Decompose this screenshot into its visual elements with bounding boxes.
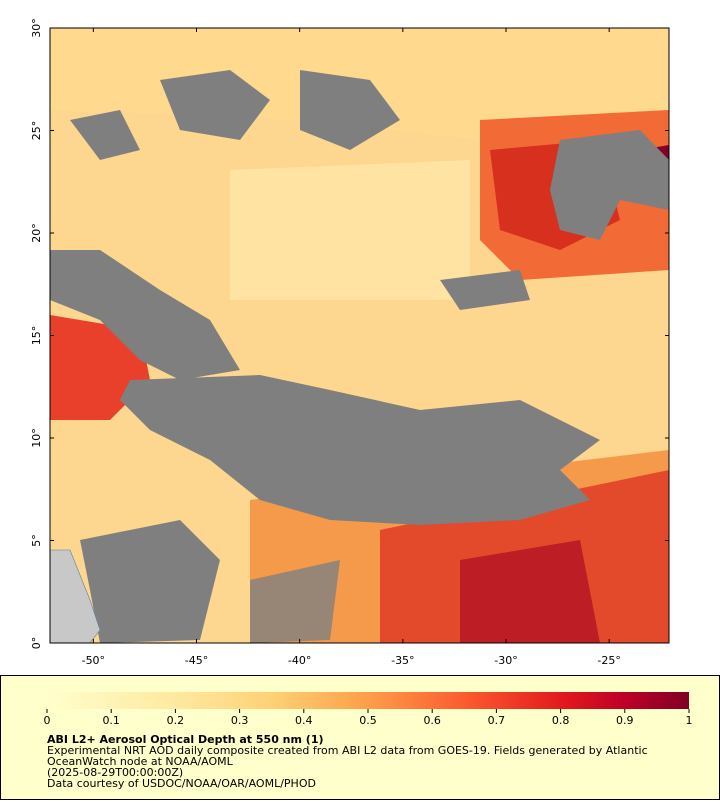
land bbox=[50, 549, 101, 643]
colorbar-tick-label: 1 bbox=[686, 714, 693, 727]
no-data bbox=[80, 520, 220, 643]
caption-line: (2025-08-29T00:00:00Z) bbox=[47, 766, 183, 779]
x-tick-label: -30° bbox=[494, 654, 517, 667]
y-tick-label: 25° bbox=[30, 121, 43, 141]
no-data bbox=[120, 375, 600, 525]
map-axes: -50° -45° -40° -35° -30° -25° 0° 5° 10° 15° 20° 25°… bbox=[30, 18, 669, 667]
y-tick-label: 10° bbox=[30, 428, 43, 448]
x-tick-label: -40° bbox=[288, 654, 311, 667]
y-tick-label: 20° bbox=[30, 223, 43, 243]
colorbar-tick-label: 0.3 bbox=[231, 714, 249, 727]
no-data bbox=[250, 560, 340, 643]
y-tick-label: 0° bbox=[30, 637, 43, 650]
y-tick-label: 5° bbox=[30, 534, 43, 547]
x-tick-label: -45° bbox=[185, 654, 208, 667]
colorbar-axis: 0 0.1 0.2 0.3 0.4 0.5 0.6 0.7 0.8 0.9 1 bbox=[44, 709, 693, 727]
caption-line: OceanWatch node at NOAA/AOML bbox=[47, 755, 234, 768]
no-data bbox=[160, 70, 270, 140]
colorbar-tick-label: 0.8 bbox=[552, 714, 570, 727]
map-image bbox=[50, 28, 669, 643]
colorbar-tick-label: 0.2 bbox=[167, 714, 185, 727]
colorbar-tick-label: 0.4 bbox=[295, 714, 313, 727]
no-data bbox=[50, 250, 240, 380]
colorbar bbox=[47, 692, 689, 709]
caption-line: Experimental NRT AOD daily composite cre… bbox=[47, 744, 648, 757]
no-data bbox=[70, 110, 140, 160]
aod-field bbox=[230, 160, 470, 300]
no-data bbox=[300, 70, 400, 150]
high-aod bbox=[460, 540, 600, 643]
y-tick-label: 30° bbox=[30, 18, 43, 38]
caption-line: Data courtesy of USDOC/NOAA/OAR/AOML/PHO… bbox=[47, 777, 316, 790]
y-tick-label: 15° bbox=[30, 326, 43, 346]
colorbar-tick-label: 0.5 bbox=[359, 714, 377, 727]
x-tick-label: -25° bbox=[597, 654, 620, 667]
no-data bbox=[440, 270, 530, 310]
colorbar-tick-label: 0.7 bbox=[488, 714, 506, 727]
no-data bbox=[550, 130, 669, 240]
x-tick-label: -35° bbox=[391, 654, 414, 667]
colorbar-tick-label: 0.9 bbox=[616, 714, 634, 727]
colorbar-tick-label: 0.6 bbox=[423, 714, 441, 727]
caption-title: ABI L2+ Aerosol Optical Depth at 550 nm … bbox=[47, 733, 324, 746]
x-tick-label: -50° bbox=[82, 654, 105, 667]
colorbar-tick-label: 0 bbox=[44, 714, 51, 727]
colorbar-tick-label: 0.1 bbox=[102, 714, 120, 727]
